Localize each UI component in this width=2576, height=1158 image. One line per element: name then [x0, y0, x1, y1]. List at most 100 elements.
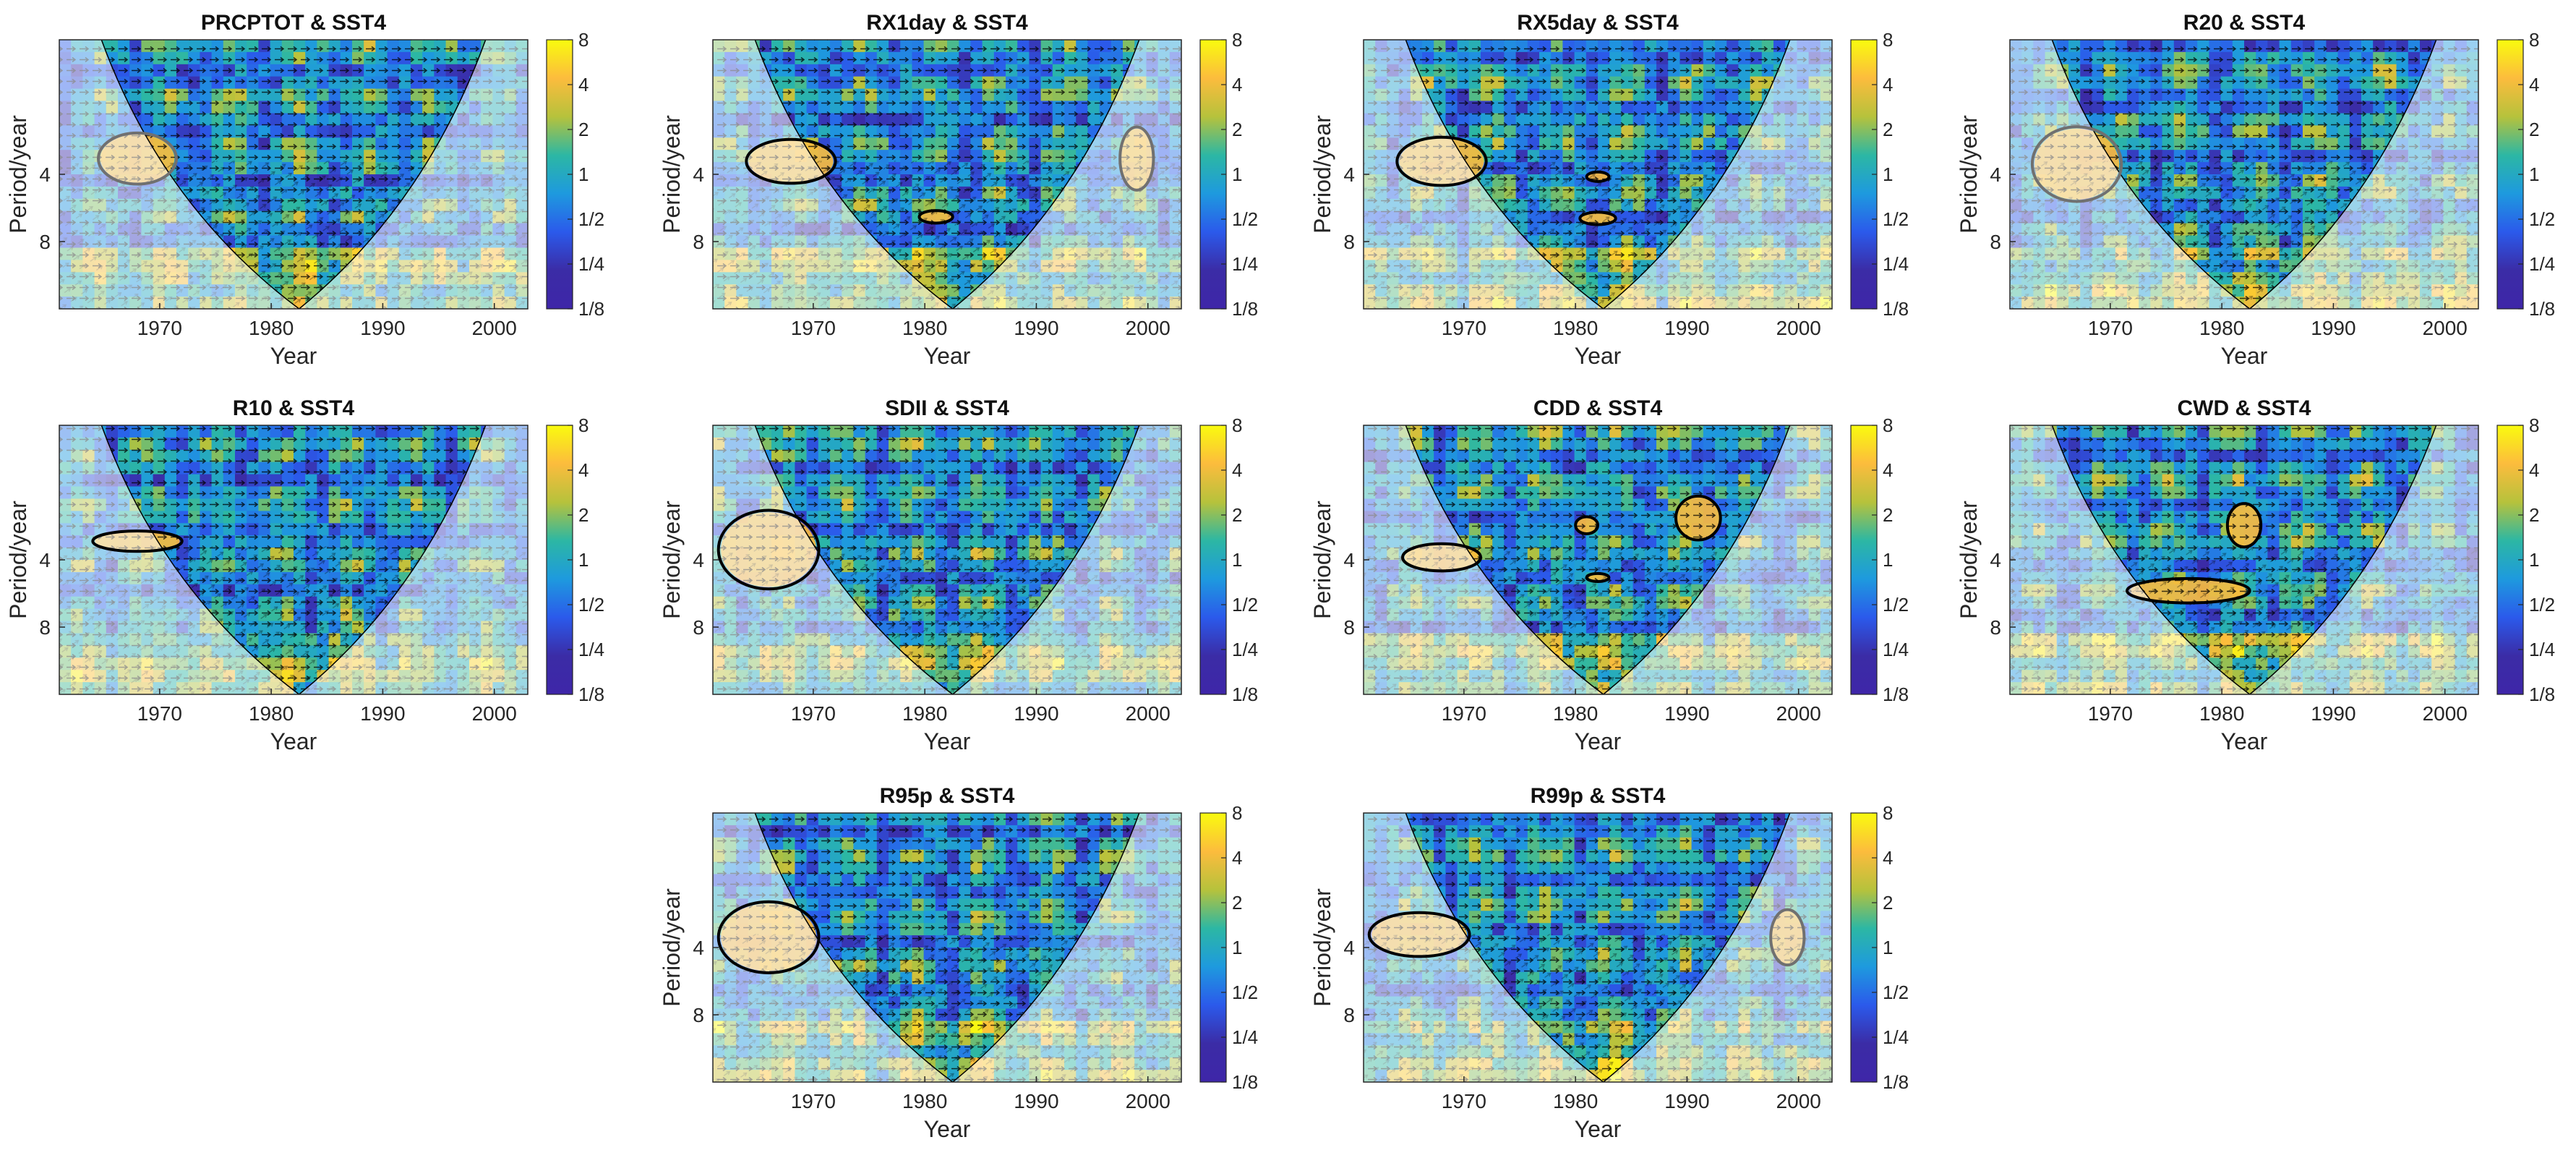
colorbar: 8 4 2 1 1/2 1/4 1/8: [1199, 802, 1258, 1093]
cone-of-influence-mask: [713, 813, 1181, 1082]
significance-contour: [2225, 502, 2263, 549]
y-tick-label: 8: [1343, 231, 1355, 253]
panel-title: CWD & SST4: [2177, 396, 2311, 420]
x-tick-label: 1970: [2088, 317, 2133, 339]
y-axis-label: Period/year: [1309, 115, 1335, 234]
x-tick-label: 1990: [2311, 317, 2355, 339]
coherence-panel: 1970 1980 1990 2000 4 8 R10 & SST4 Year Period/y…: [5, 396, 604, 754]
colorbar: 8 4 2 1 1/2 1/4 1/8: [1850, 29, 1909, 320]
x-tick-label: 1990: [1014, 702, 1058, 725]
coi-boundary: [1405, 813, 1791, 1082]
y-axis-label: Period/year: [659, 888, 685, 1007]
colorbar: 8 4 2 1 1/2 1/4 1/8: [1850, 414, 1909, 705]
colorbar-tick-label: 4: [1232, 847, 1242, 869]
x-tick-label: 1980: [1553, 317, 1598, 339]
x-tick-label: 2000: [472, 702, 517, 725]
colorbar-tick-label: 1/8: [578, 298, 604, 320]
panel-title: R10 & SST4: [233, 396, 355, 420]
coi-boundary: [754, 425, 1140, 694]
x-tick-label: 1970: [791, 1090, 836, 1112]
colorbar-tick-label: 2: [1883, 504, 1893, 526]
y-axis-label: Period/year: [5, 501, 31, 619]
colorbar-tick-label: 4: [1232, 459, 1242, 481]
y-tick-label: 4: [1990, 163, 2001, 186]
colorbar-tick-label: 1/2: [1232, 594, 1258, 616]
cone-of-influence-mask: [1364, 40, 1832, 309]
x-axis-label: Year: [924, 728, 971, 754]
colorbar: 8 4 2 1 1/2 1/4 1/8: [2496, 29, 2555, 320]
colorbar-tick-label: 8: [1232, 29, 1242, 51]
colorbar-tick-label: 2: [578, 504, 589, 526]
significance-contour: [1395, 135, 1488, 187]
y-tick-label: 8: [1990, 231, 2001, 253]
coi-boundary: [2051, 425, 2437, 694]
colorbar: 8 4 2 1 1/2 1/4 1/8: [546, 29, 604, 320]
colorbar-tick-label: 4: [2529, 74, 2539, 95]
colorbar-tick-label: 4: [1232, 74, 1242, 95]
colorbar-tick-label: 8: [1232, 802, 1242, 824]
colorbar-tick-label: 1: [1883, 937, 1893, 958]
colorbar-tick-label: 8: [1883, 802, 1893, 824]
x-tick-label: 2000: [1126, 1090, 1171, 1112]
x-tick-label: 1980: [1553, 1090, 1598, 1112]
x-tick-label: 1990: [1664, 1090, 1709, 1112]
colorbar: 8 4 2 1 1/2 1/4 1/8: [546, 414, 604, 705]
y-axis-label: Period/year: [5, 115, 31, 234]
colorbar-tick-label: 1/2: [1232, 208, 1258, 230]
significance-contour: [91, 529, 184, 553]
coherence-panel: 1970 1980 1990 2000 4 8 SDII & SST4 Year Period/…: [659, 396, 1258, 754]
colorbar-tick-label: 1/8: [1883, 298, 1909, 320]
x-tick-label: 2000: [1776, 1090, 1821, 1112]
colorbar-tick-label: 1/8: [578, 684, 604, 705]
x-tick-label: 1970: [791, 317, 836, 339]
x-tick-label: 2000: [472, 317, 517, 339]
coi-boundary: [100, 425, 487, 694]
x-tick-label: 2000: [1776, 702, 1821, 725]
x-axis-label: Year: [2221, 343, 2268, 369]
significance-contour: [1769, 908, 1806, 967]
colorbar-tick-label: 1: [2529, 163, 2539, 185]
coherence-panel: 1970 1980 1990 2000 4 8 R95p & SST4 Year Period/…: [659, 784, 1258, 1142]
x-axis-label: Year: [270, 728, 317, 754]
cone-of-influence-mask: [713, 425, 1181, 694]
significance-contour: [1574, 515, 1600, 535]
colorbar-tick-label: 8: [2529, 414, 2539, 436]
colorbar-tick-label: 1/8: [2529, 298, 2555, 320]
x-axis-label: Year: [270, 343, 317, 369]
cone-of-influence-mask: [2010, 40, 2478, 309]
x-tick-label: 1990: [1014, 317, 1058, 339]
panel-title: RX1day & SST4: [866, 11, 1028, 35]
colorbar-tick-label: 1/2: [2529, 208, 2555, 230]
x-tick-label: 2000: [1126, 702, 1171, 725]
significance-contour: [1585, 170, 1611, 183]
colorbar-tick-label: 1: [578, 549, 589, 571]
x-axis-label: Year: [1575, 1116, 1622, 1142]
significance-contour: [1674, 494, 1722, 542]
colorbar-tick-label: 1: [1232, 937, 1242, 958]
colorbar-tick-label: 8: [578, 29, 589, 51]
y-tick-label: 4: [1343, 549, 1355, 571]
colorbar-tick-label: 1/4: [1883, 253, 1909, 275]
coi-boundary: [1405, 425, 1791, 694]
colorbar-tick-label: 1/2: [2529, 594, 2555, 616]
colorbar-tick-label: 1/2: [578, 594, 604, 616]
x-tick-label: 1980: [249, 317, 294, 339]
colorbar-tick-label: 2: [1232, 504, 1242, 526]
panel-title: CDD & SST4: [1533, 396, 1663, 420]
x-tick-label: 2000: [2423, 702, 2468, 725]
y-axis-label: Period/year: [1956, 501, 1982, 619]
colorbar-tick-label: 4: [1883, 459, 1893, 481]
x-axis-label: Year: [924, 343, 971, 369]
x-tick-label: 1980: [249, 702, 294, 725]
colorbar-tick-label: 1/8: [1232, 1071, 1258, 1093]
significance-contour: [2030, 125, 2123, 203]
colorbar-tick-label: 8: [1883, 29, 1893, 51]
x-axis-label: Year: [1575, 728, 1622, 754]
coi-boundary: [2051, 40, 2437, 309]
cone-of-influence-mask: [59, 40, 528, 309]
y-tick-label: 8: [1343, 616, 1355, 639]
colorbar-tick-label: 1/2: [578, 208, 604, 230]
significance-contour: [917, 209, 954, 225]
colorbar-tick-label: 1/8: [1883, 1071, 1909, 1093]
